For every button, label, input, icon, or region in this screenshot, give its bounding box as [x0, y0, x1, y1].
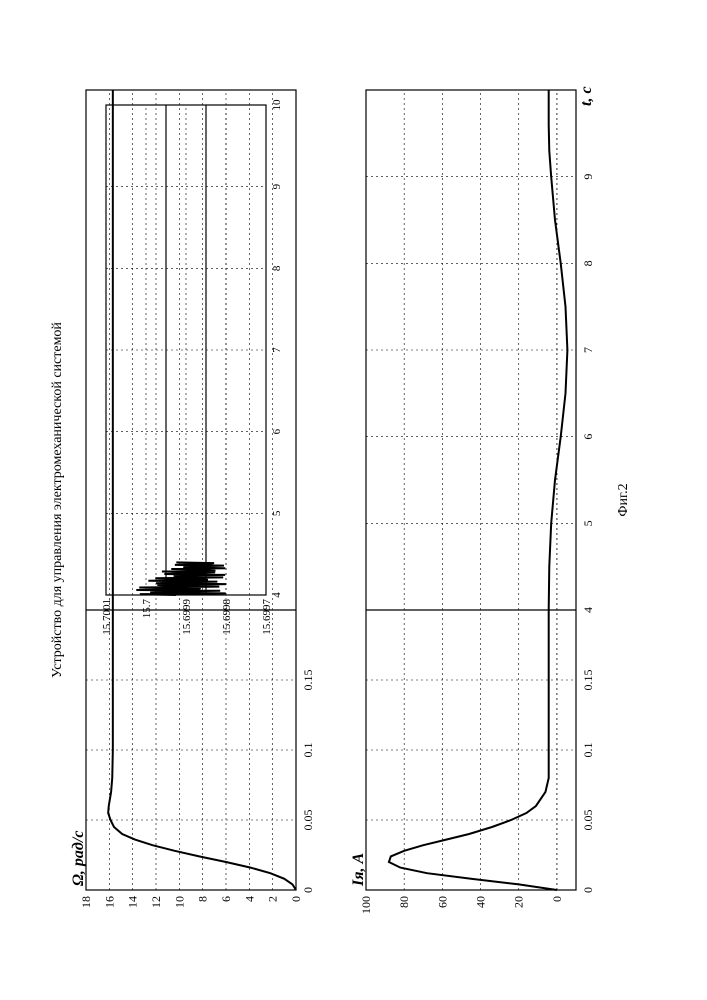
- svg-text:7: 7: [581, 347, 595, 353]
- top-chart-ylabel: Ω, рад/с: [70, 831, 88, 886]
- svg-text:0.1: 0.1: [301, 743, 315, 758]
- svg-text:0: 0: [301, 887, 315, 893]
- svg-text:18: 18: [79, 896, 93, 908]
- svg-text:0.15: 0.15: [581, 670, 595, 691]
- svg-text:0.1: 0.1: [581, 743, 595, 758]
- svg-text:5: 5: [581, 520, 595, 526]
- svg-text:8: 8: [271, 265, 283, 271]
- svg-text:4: 4: [581, 607, 595, 613]
- svg-text:12: 12: [149, 896, 163, 908]
- svg-text:0: 0: [289, 896, 303, 902]
- svg-text:4: 4: [242, 896, 256, 902]
- svg-text:60: 60: [435, 896, 449, 908]
- svg-text:14: 14: [126, 896, 140, 908]
- svg-text:9: 9: [271, 183, 283, 189]
- svg-text:16: 16: [102, 896, 116, 908]
- svg-text:20: 20: [512, 896, 526, 908]
- top-chart-panel: Ω, рад/с 02468101214161800.050.10.1515.6…: [76, 50, 316, 950]
- svg-text:9: 9: [581, 174, 595, 180]
- bottom-chart-xlabel: t, с: [578, 86, 596, 106]
- svg-text:40: 40: [474, 896, 488, 908]
- figure-title: Устройство для управления электромеханич…: [50, 50, 66, 950]
- svg-text:6: 6: [581, 434, 595, 440]
- svg-text:10: 10: [172, 896, 186, 908]
- svg-text:0.05: 0.05: [301, 810, 315, 831]
- svg-text:5: 5: [271, 510, 283, 516]
- svg-text:15.7001: 15.7001: [101, 599, 113, 635]
- bottom-chart-ylabel: Iя, А: [350, 853, 368, 886]
- svg-text:10: 10: [271, 99, 283, 111]
- svg-text:0.05: 0.05: [581, 810, 595, 831]
- figure-caption: Фиг.2: [616, 50, 632, 950]
- svg-text:100: 100: [359, 896, 373, 914]
- svg-text:6: 6: [219, 896, 233, 902]
- svg-text:80: 80: [397, 896, 411, 908]
- svg-text:8: 8: [581, 260, 595, 266]
- svg-text:0: 0: [581, 887, 595, 893]
- figure-container: Устройство для управления электромеханич…: [50, 50, 650, 950]
- bottom-chart-svg: 0 20 40 60 80 100 0 0.05 0.1 0.15 4 5 6 7 8 9: [356, 70, 596, 950]
- svg-text:0.15: 0.15: [301, 670, 315, 691]
- svg-text:6: 6: [271, 428, 283, 434]
- svg-text:4: 4: [271, 592, 283, 598]
- svg-text:0: 0: [550, 896, 564, 902]
- page-root: Устройство для управления электромеханич…: [0, 0, 707, 1000]
- top-chart-svg: 0 2 4 6 8 10 12 14 16 18 0 0.05 0.1 0.15 15.6997 15.699…: [76, 70, 316, 950]
- svg-text:15.6997: 15.6997: [261, 599, 273, 635]
- svg-text:15.6999: 15.6999: [181, 599, 193, 635]
- svg-text:8: 8: [196, 896, 210, 902]
- svg-text:7: 7: [271, 347, 283, 353]
- svg-text:2: 2: [266, 896, 280, 902]
- bottom-chart-panel: Iя, А t, с 02040608010000.050.10.1545678…: [356, 50, 596, 950]
- svg-text:15.7: 15.7: [141, 599, 153, 619]
- svg-text:15.6998: 15.6998: [221, 599, 233, 635]
